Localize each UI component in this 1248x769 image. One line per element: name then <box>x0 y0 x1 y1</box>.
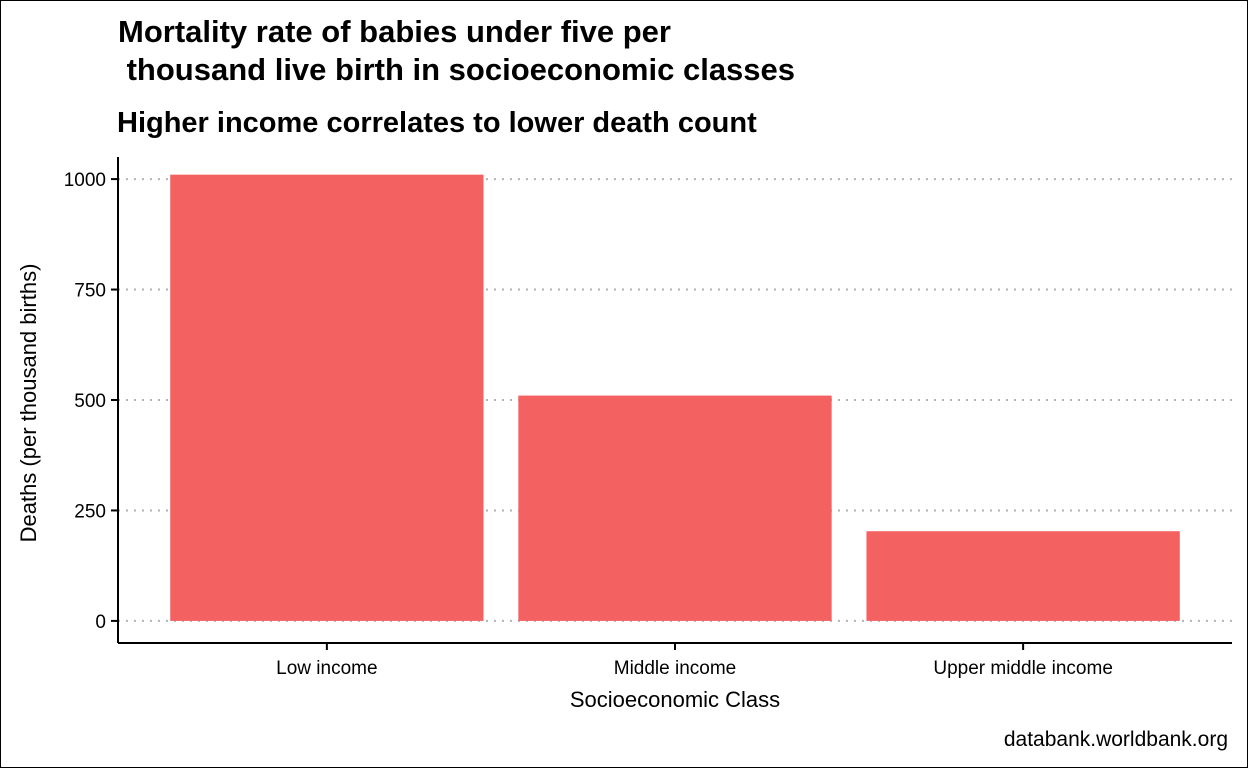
bar <box>170 174 484 621</box>
bar <box>518 395 832 621</box>
y-tick-label: 0 <box>95 612 106 633</box>
chart-title: Mortality rate of babies under five per … <box>118 14 796 87</box>
y-axis-label: Deaths (per thousand births) <box>16 264 41 543</box>
x-axis-ticks: Low income Middle income Upper middle inco… <box>276 643 1113 679</box>
chart-subtitle: Higher income correlates to lower death … <box>117 107 757 139</box>
x-tick-label: Middle income <box>614 658 737 679</box>
y-axis-ticks: 0 250 500 750 1000 <box>64 170 118 633</box>
x-tick-label: Upper middle income <box>933 658 1113 679</box>
x-axis-label: Socioeconomic Class <box>570 687 780 712</box>
chart-caption: databank.worldbank.org <box>1003 728 1228 751</box>
bars <box>170 174 1180 621</box>
bar <box>866 531 1180 621</box>
y-tick-label: 1000 <box>64 170 106 191</box>
x-tick-label: Low income <box>276 658 377 679</box>
y-tick-label: 250 <box>74 501 106 522</box>
y-tick-label: 750 <box>74 281 106 302</box>
y-tick-label: 500 <box>74 391 106 412</box>
